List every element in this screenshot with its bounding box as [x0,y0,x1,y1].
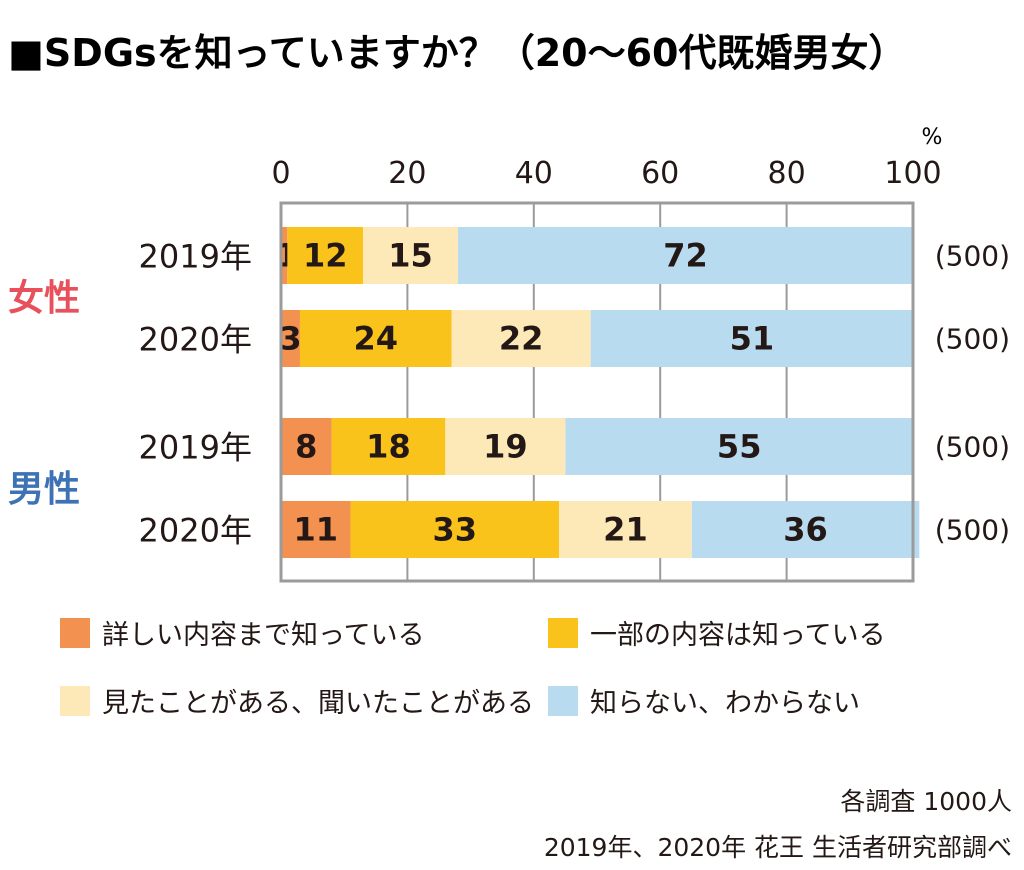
bar-g0-r1-s2 [451,310,591,367]
row-labels: 2019年 (500) 2020年 (500) 女性 2019年 (500) 2020年 (50… [8,238,1010,550]
bar-g0-r0-s1 [287,227,364,284]
legend-label-3: 知らない、わからない [590,688,860,719]
value-label-g1-r0-s0: 8 [295,428,317,466]
plot-frame [279,201,915,583]
value-label-g1-r0-s1: 18 [366,428,411,466]
bar-g0-r0-s3 [457,227,913,284]
value-label-g0-r1-s3: 51 [730,320,775,358]
row-sample-size: (500) [935,323,1010,356]
value-label-g1-r0-s2: 19 [483,428,528,466]
legend-swatch-2 [60,686,90,716]
legend-swatch-1 [548,618,578,648]
bar-g1-r1-s1 [350,501,560,558]
source-notes: 各調査 1000人 2019年、2020年 花王 生活者研究部調べ [544,787,1012,862]
value-label-g1-r0-s3: 55 [717,428,762,466]
row-sample-size: (500) [935,514,1010,547]
x-tick-label-3: 60 [641,156,679,191]
value-label-g1-r1-s1: 33 [433,511,478,549]
value-label-g0-r0-s3: 72 [663,237,708,275]
chart-title: ■SDGsを知っていますか？（20〜60代既婚男女） [8,31,907,75]
row-year-label: 2019年 [139,238,252,276]
bar-g1-r1-s2 [559,501,692,558]
value-label-g1-r1-s3: 36 [783,511,828,549]
legend-label-1: 一部の内容は知っている [590,620,886,651]
row-year-label: 2019年 [139,429,252,467]
x-tick-label-2: 40 [515,156,553,191]
x-tick-label-4: 80 [768,156,806,191]
bar-g0-r1-s1 [299,310,452,367]
value-label-g1-r1-s2: 21 [603,511,648,549]
value-label-g0-r1-s1: 24 [354,320,399,358]
group-label-1: 男性 [8,469,80,510]
x-tick-label-1: 20 [388,156,426,191]
row-sample-size: (500) [935,431,1010,464]
bar-g0-r1-s0 [281,310,300,367]
bar-g0-r1-s3 [590,310,913,367]
unit-label: % [922,125,943,150]
source-note-0: 各調査 1000人 [840,787,1012,816]
value-label-g0-r1-s0: 3 [279,320,301,358]
bar-g1-r1-s3 [691,501,920,558]
bar-g1-r0-s3 [565,418,913,475]
value-label-g0-r0-s2: 15 [388,237,433,275]
value-label-g0-r0-s1: 12 [303,237,348,275]
legend-swatch-0 [60,618,90,648]
x-axis-ticks: 0 20 40 60 80 100 [271,156,941,191]
x-tick-label-0: 0 [271,156,290,191]
legend-swatch-3 [548,686,578,716]
x-tick-label-5: 100 [884,156,941,191]
source-note-1: 2019年、2020年 花王 生活者研究部調べ [544,833,1012,862]
bar-g0-r0-s0 [281,227,288,284]
bar-g0-r0-s2 [363,227,458,284]
value-label-g1-r1-s0: 11 [293,511,338,549]
row-year-label: 2020年 [139,512,252,550]
bar-g1-r0-s0 [281,418,332,475]
bar-g1-r0-s2 [445,418,566,475]
row-sample-size: (500) [935,240,1010,273]
group-label-0: 女性 [8,278,80,319]
bar-g1-r1-s0 [281,501,351,558]
value-label-g0-r1-s2: 22 [499,320,544,358]
legend-label-2: 見たことがある、聞いたことがある [102,688,534,719]
legend-label-0: 詳しい内容まで知っている [102,620,425,651]
row-year-label: 2020年 [139,321,252,359]
bar-g1-r0-s1 [331,418,446,475]
